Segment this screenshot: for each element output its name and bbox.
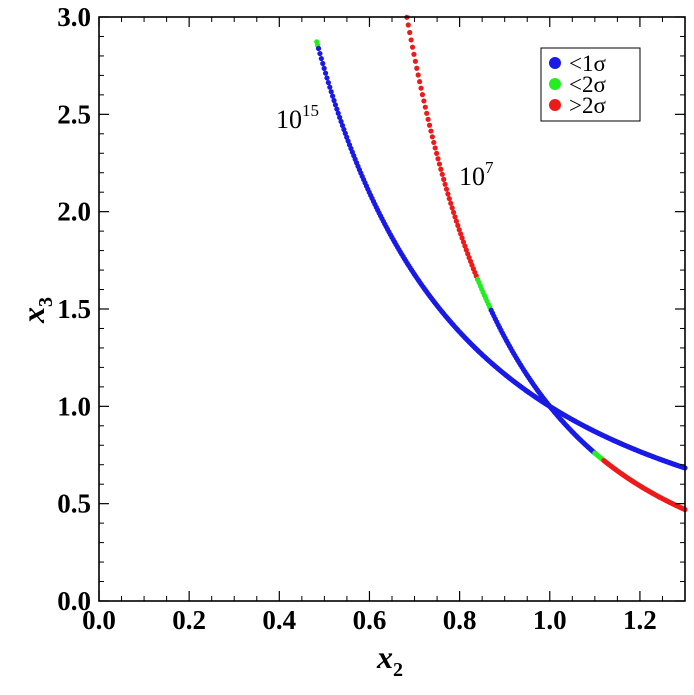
y-tick-label: 3.0 [57,2,91,32]
data-point [330,93,336,99]
data-point [322,70,329,76]
data-point [426,122,433,128]
legend-marker-1sigma [549,57,561,69]
data-point [325,79,331,86]
curve-label-1e7-exp: 7 [485,158,494,177]
data-point [459,235,465,241]
data-point [321,65,327,71]
x-axis-title-sub: 2 [393,659,403,681]
minor-ticks [99,17,686,601]
points-layer [314,14,688,513]
data-point [339,122,346,129]
data-point [317,50,323,57]
x-axis-title-main: x [376,639,393,675]
data-point [407,29,413,36]
x-tick-label: 1.0 [533,605,567,635]
y-tick-label: 1.0 [57,391,91,421]
x-tick-label: 0.6 [353,605,387,635]
y-tick-label: 2.5 [57,99,91,129]
data-point [428,128,434,134]
curve-label-1e15: 1015 [276,101,319,134]
data-point [419,92,426,98]
data-point [458,231,464,237]
curve-label-1e7-base: 10 [459,162,485,191]
x-tick-label: 0.0 [82,605,116,635]
data-point [453,218,460,224]
data-point [456,227,462,233]
y-axis-title-sub: 3 [35,297,57,307]
legend-label-2sigma-beyond: >2σ [569,93,606,118]
y-tick-label: 1.5 [57,294,91,324]
data-point [450,209,457,216]
x-tick-label: 1.2 [623,605,657,635]
data-point [338,118,344,125]
legend-label-1sigma: <1σ [569,51,606,76]
data-point [409,44,416,50]
data-point [335,110,341,116]
data-point [452,214,458,220]
data-point [432,145,438,151]
data-point [436,161,443,167]
data-point [429,134,435,140]
data-point [435,156,441,162]
data-point [337,114,343,121]
data-point [422,104,428,110]
data-point [318,55,324,62]
data-point [408,37,414,43]
curve-label-1e7: 107 [459,158,494,191]
data-point [411,51,417,57]
data-point [320,60,326,67]
data-point [455,222,461,229]
data-point [332,102,339,108]
data-point [441,176,447,182]
data-point [442,181,448,187]
y-axis-title: x3 [15,297,57,324]
data-point [445,191,451,197]
legend-marker-2sigma-within [549,78,561,90]
data-point [446,196,452,202]
x-tick-labels: 0.0 0.2 0.4 0.6 0.8 1.0 1.2 [82,605,657,635]
y-tick-label: 0.5 [57,489,91,519]
x-tick-label: 0.2 [172,605,206,635]
x-axis-title: x2 [376,639,403,681]
major-ticks [98,16,685,602]
y-tick-label: 2.0 [57,197,91,227]
data-point [421,98,427,104]
data-point [424,110,430,116]
data-point [439,171,445,177]
data-point [414,65,420,71]
data-point [434,150,440,157]
data-point [315,45,322,52]
data-point [425,116,431,122]
data-point [331,97,337,104]
data-point [462,243,468,249]
data-point [327,84,333,90]
data-point [417,79,423,85]
data-point [412,58,418,64]
data-point [418,85,424,91]
x-tick-label: 0.4 [262,605,296,635]
curve-label-1e15-base: 10 [276,105,302,134]
data-point [334,106,340,112]
y-tick-labels: 0.0 0.5 1.0 1.5 2.0 2.5 3.0 [57,2,91,616]
data-point [431,139,437,146]
data-point [405,22,411,28]
y-tick-label: 0.0 [57,586,91,616]
data-point [328,89,334,95]
curve-label-1e15-exp: 15 [302,101,319,120]
legend-marker-2sigma-beyond [549,99,561,111]
legend-label-2sigma-within: <2σ [569,72,606,97]
data-point [415,72,421,78]
y-axis-title-main: x [15,307,51,324]
data-point [460,239,467,245]
data-point [324,75,330,81]
data-point [438,166,444,172]
x-tick-label: 0.8 [443,605,477,635]
data-point [448,200,454,206]
data-point [443,186,450,192]
data-point [449,205,455,211]
data-point [341,126,347,133]
legend: <1σ <2σ >2σ [540,47,641,122]
